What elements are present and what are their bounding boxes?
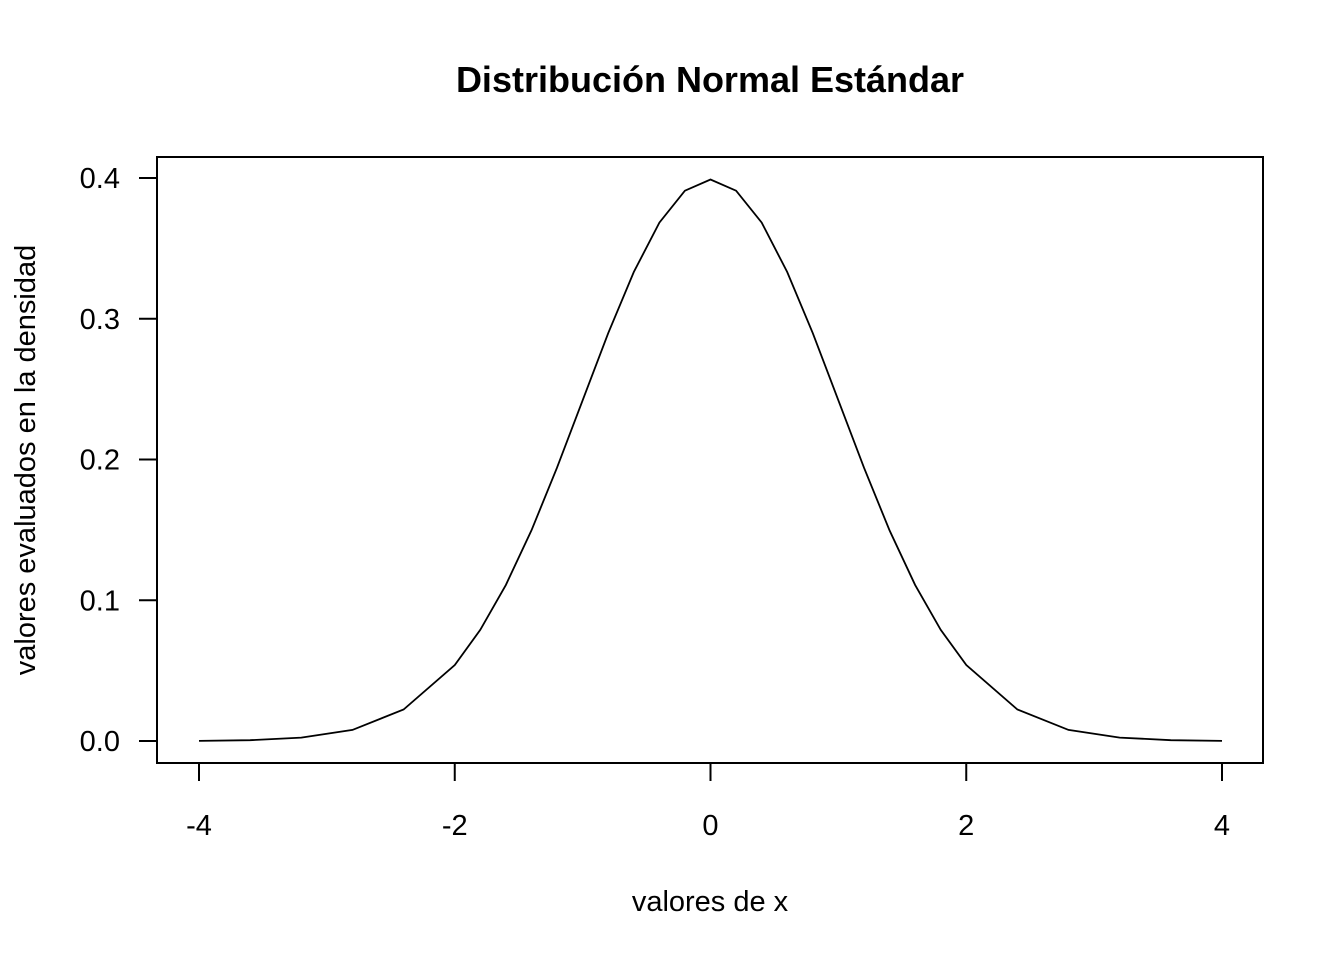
chart-title: Distribución Normal Estándar xyxy=(456,59,964,100)
x-axis: -4 -2 0 2 4 xyxy=(186,762,1230,842)
x-tick-label: 4 xyxy=(1214,810,1230,842)
x-tick-label: -4 xyxy=(186,810,212,842)
y-axis: 0.0 0.1 0.2 0.3 0.4 xyxy=(80,163,158,758)
plot-frame xyxy=(156,156,1264,764)
y-tick-label: 0.2 xyxy=(80,445,120,477)
y-tick-label: 0.4 xyxy=(80,163,120,195)
x-tick-label: 0 xyxy=(702,810,718,842)
y-tick-label: 0.3 xyxy=(80,304,120,336)
x-axis-label: valores de x xyxy=(632,886,789,918)
density-curve xyxy=(198,178,1223,742)
y-axis-label: valores evaluados en la densidad xyxy=(10,245,42,675)
x-tick-label: -2 xyxy=(442,810,468,842)
y-tick-label: 0.1 xyxy=(80,585,120,617)
y-tick-label: 0.0 xyxy=(80,726,120,758)
x-tick-label: 2 xyxy=(958,810,974,842)
